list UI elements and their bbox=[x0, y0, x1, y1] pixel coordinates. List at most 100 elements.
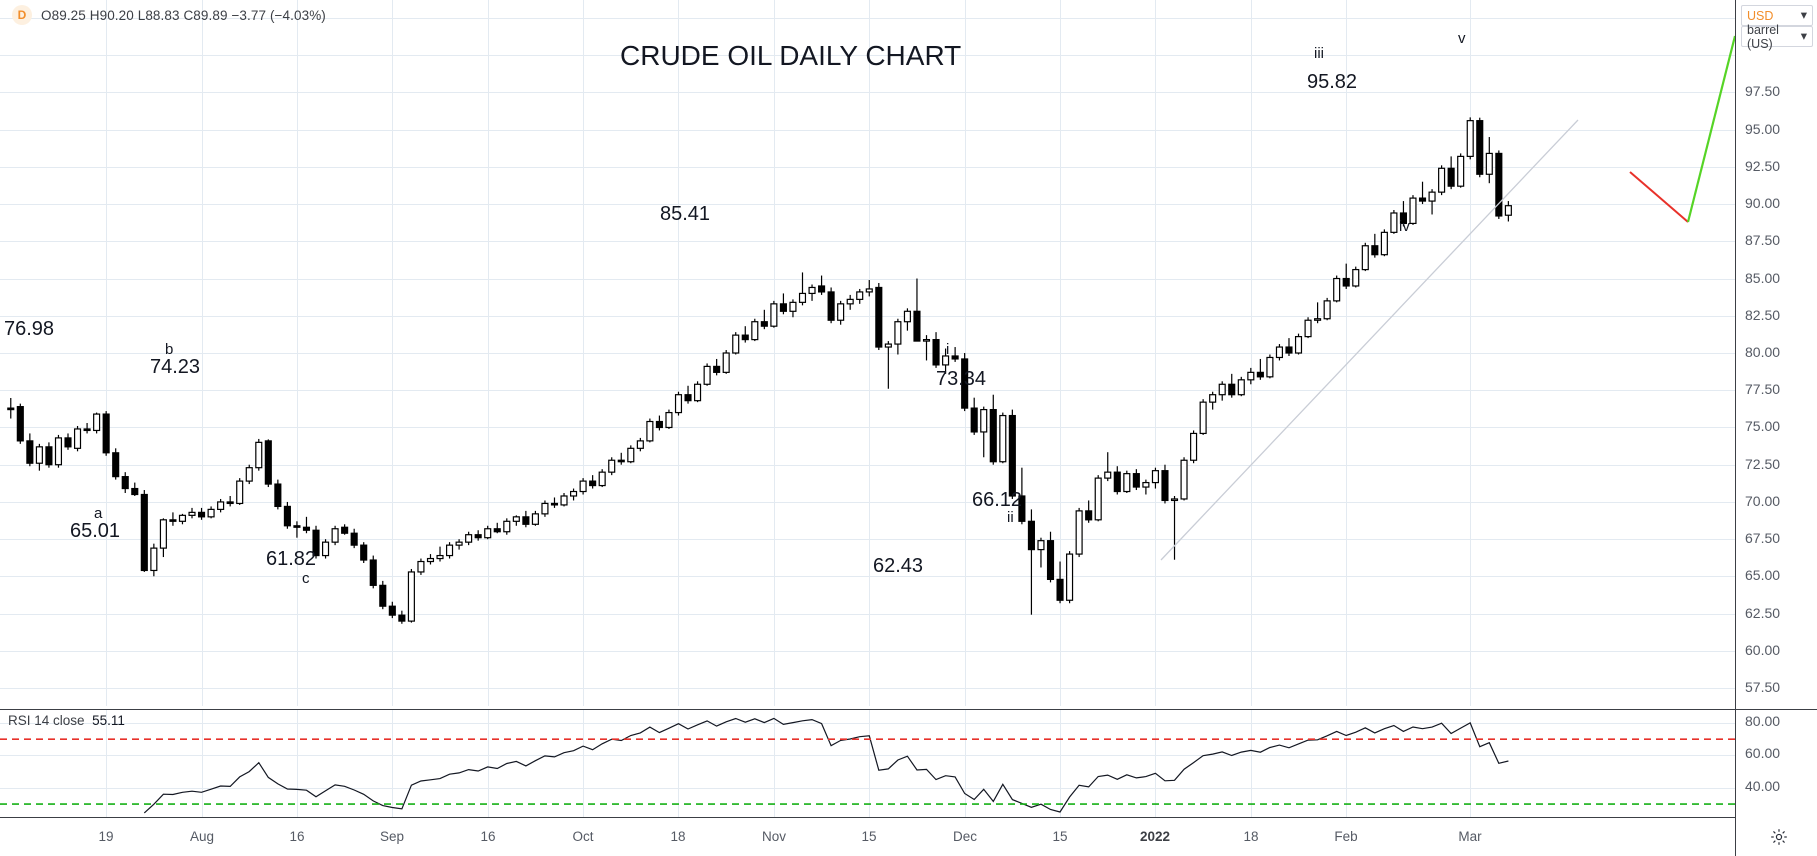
grid-line-h bbox=[0, 167, 1735, 168]
candle-down bbox=[1342, 277, 1350, 287]
candle-down bbox=[550, 502, 559, 506]
grid-line-v bbox=[965, 710, 966, 817]
grid-line-v bbox=[106, 0, 107, 706]
candle-down bbox=[341, 526, 349, 534]
candle-up bbox=[1380, 231, 1388, 256]
candle-up bbox=[770, 303, 778, 327]
chevron-down-icon: ▾ bbox=[1800, 8, 1807, 23]
time-axis-label: Oct bbox=[572, 829, 594, 844]
candle-up bbox=[541, 502, 549, 515]
grid-line-h bbox=[0, 55, 1735, 56]
grid-line-h bbox=[0, 465, 1735, 466]
time-axis[interactable]: 19 Aug 16 Sep 16 Oct 18 Nov 15 Dec 15 2022 18 Feb Mar bbox=[0, 817, 1817, 856]
grid-line-v bbox=[583, 0, 584, 706]
candle-up bbox=[1314, 318, 1322, 321]
candlestick-series bbox=[7, 117, 1512, 624]
wave-label: v bbox=[1458, 30, 1466, 47]
candle-up bbox=[426, 557, 435, 563]
price-axis-label: 82.50 bbox=[1745, 306, 1781, 323]
price-pane[interactable] bbox=[0, 0, 1735, 706]
candle-down bbox=[112, 452, 120, 478]
candle-up bbox=[903, 310, 911, 323]
drawing-overlay[interactable] bbox=[0, 0, 1735, 706]
candle-up bbox=[560, 495, 568, 506]
price-label: 85.41 bbox=[660, 203, 711, 225]
rsi-line bbox=[143, 717, 1509, 814]
wave-label: ii bbox=[1007, 509, 1014, 526]
grid-line-v bbox=[1155, 710, 1156, 817]
candle-up bbox=[245, 467, 253, 482]
ohlc-readout: O89.25 H90.20 L88.83 C89.89 −3.77 (−4.03… bbox=[41, 7, 326, 23]
candle-down bbox=[197, 511, 206, 518]
candle-up bbox=[1142, 481, 1150, 488]
candle-up bbox=[884, 343, 892, 348]
grid-line-v bbox=[202, 710, 203, 817]
grid-line-h bbox=[0, 651, 1735, 652]
price-axis-label: 75.00 bbox=[1745, 418, 1781, 435]
grid-line-h bbox=[0, 316, 1735, 317]
candle-up bbox=[1390, 212, 1398, 233]
candle-up bbox=[1304, 319, 1312, 338]
candle-down bbox=[1399, 212, 1408, 225]
candle-down bbox=[83, 428, 91, 432]
candle-up bbox=[150, 547, 158, 572]
candle-down bbox=[1256, 371, 1264, 378]
grid-line-v bbox=[488, 710, 489, 817]
rsi-legend[interactable]: RSI 14 close 55.11 bbox=[8, 713, 125, 728]
candle-up bbox=[1323, 300, 1331, 320]
candle-up bbox=[417, 560, 425, 573]
grid-line-h bbox=[0, 427, 1735, 428]
candle-up bbox=[512, 516, 520, 522]
rsi-pane[interactable] bbox=[0, 709, 1735, 818]
candle-up bbox=[73, 428, 82, 449]
time-axis-label: 16 bbox=[289, 829, 305, 844]
rsi-axis-separator bbox=[1735, 709, 1817, 710]
candle-up bbox=[255, 441, 263, 469]
grid-line-h bbox=[0, 502, 1735, 503]
price-label: 95.82 bbox=[1307, 71, 1358, 93]
candle-up bbox=[321, 541, 330, 557]
candle-down bbox=[388, 605, 396, 616]
candle-down bbox=[1113, 471, 1121, 493]
currency-label: USD bbox=[1747, 8, 1774, 23]
candle-up bbox=[856, 291, 864, 300]
rsi-axis-label: 80.00 bbox=[1745, 712, 1781, 729]
rsi-axis-label: 40.00 bbox=[1745, 777, 1781, 794]
grid-line-h bbox=[0, 279, 1735, 280]
candle-down bbox=[827, 291, 835, 321]
candle-up bbox=[1037, 540, 1045, 551]
grid-line-h bbox=[0, 353, 1735, 354]
grid-line-h bbox=[0, 788, 1735, 789]
candle-up bbox=[503, 520, 511, 533]
grid-line-v bbox=[1251, 0, 1252, 706]
grid-line-v bbox=[1470, 710, 1471, 817]
candle-down bbox=[264, 440, 272, 485]
grid-line-v bbox=[1346, 0, 1347, 706]
projection-wave-v[interactable] bbox=[1686, 35, 1735, 223]
candle-up bbox=[188, 511, 196, 516]
grid-line-h bbox=[0, 614, 1735, 615]
interval-badge[interactable]: D bbox=[12, 5, 32, 25]
candle-up bbox=[703, 365, 711, 385]
wave-label: i bbox=[946, 341, 950, 358]
grid-line-v bbox=[1251, 710, 1252, 817]
unit-selector[interactable]: barrel (US) ▾ bbox=[1741, 23, 1813, 51]
gear-icon[interactable] bbox=[1770, 828, 1788, 846]
price-axis[interactable]: 102.5097.5095.0092.5090.0087.5085.0082.5… bbox=[1735, 0, 1817, 817]
trendline-support[interactable] bbox=[1160, 119, 1579, 561]
grid-line-v bbox=[1346, 710, 1347, 817]
grid-line-v bbox=[1470, 0, 1471, 706]
candle-down bbox=[818, 285, 826, 293]
candle-down bbox=[398, 614, 406, 622]
candle-up bbox=[484, 528, 492, 539]
candle-down bbox=[283, 505, 291, 527]
candle-up bbox=[579, 480, 587, 493]
projection-wave-iv[interactable] bbox=[1629, 171, 1689, 223]
candle-up bbox=[1075, 510, 1083, 555]
currency-selector[interactable]: USD ▾ bbox=[1741, 5, 1813, 26]
candle-up bbox=[999, 414, 1007, 463]
candle-down bbox=[1027, 520, 1035, 551]
price-axis-label: 57.50 bbox=[1745, 679, 1781, 696]
candle-up bbox=[636, 440, 644, 449]
candle-down bbox=[913, 310, 921, 342]
